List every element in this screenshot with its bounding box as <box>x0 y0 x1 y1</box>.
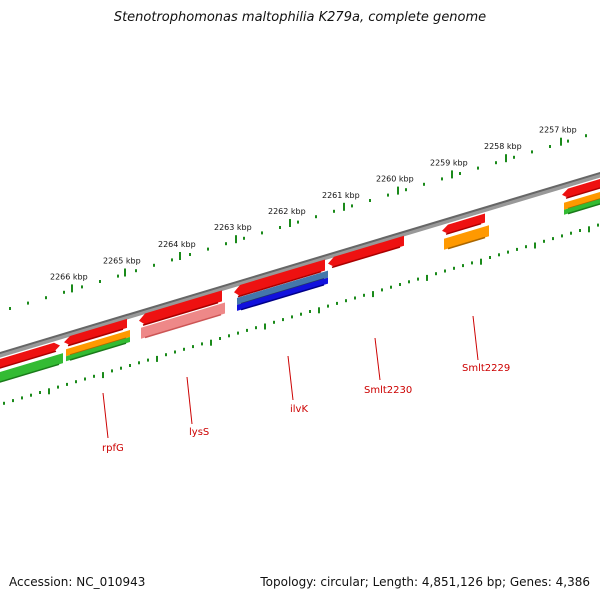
genome-backbone <box>0 171 600 358</box>
scale-label: 2266 kbp <box>50 272 88 281</box>
scale-label: 2262 kbp <box>268 207 306 216</box>
scale-label: 2264 kbp <box>158 240 196 249</box>
scale-label: 2257 kbp <box>539 126 577 135</box>
outer-tick-ring <box>9 134 587 310</box>
accession-text: Accession: NC_010943 <box>9 575 146 589</box>
label-leader <box>186 376 193 425</box>
backbone-edge <box>0 171 600 355</box>
gene-label[interactable]: Smlt2229 <box>462 363 510 374</box>
scale-label: 2265 kbp <box>103 257 141 266</box>
cds-block-shade <box>67 328 124 347</box>
cds-block[interactable] <box>234 259 325 297</box>
scale-labels: 2266 kbp 2265 kbp 2264 kbp 2263 kbp 2262 kbp… <box>50 126 577 282</box>
cds-block[interactable] <box>562 178 600 198</box>
scale-label: 2261 kbp <box>322 191 360 200</box>
cds-block[interactable] <box>328 235 404 267</box>
gene-label[interactable]: lysS <box>189 427 209 438</box>
feature-tracks <box>0 178 600 383</box>
orange-block[interactable] <box>66 330 130 357</box>
label-leader <box>374 337 381 381</box>
label-leader <box>472 315 479 361</box>
scale-label: 2259 kbp <box>430 158 468 167</box>
gene-label[interactable]: Smlt2230 <box>364 385 412 396</box>
gene-label[interactable]: rpfG <box>102 443 124 454</box>
cds-block-shade <box>565 187 600 199</box>
cds-block-shade <box>331 246 401 269</box>
gene-labels: rpfG lysS ilvK Smlt2230 Smlt2229 <box>102 315 510 454</box>
scale-label: 2263 kbp <box>214 223 252 232</box>
gene-block-shade <box>0 363 60 383</box>
blue-block[interactable] <box>237 277 328 311</box>
backbone-line <box>0 172 600 358</box>
genome-summary: Topology: circular; Length: 4,851,126 bp… <box>260 575 590 589</box>
cds-block-shade <box>0 350 57 369</box>
gene-label[interactable]: ilvK <box>290 404 308 415</box>
cds-block[interactable] <box>442 213 485 234</box>
inner-tick-ring <box>3 223 599 405</box>
light-block-shade <box>144 313 222 339</box>
scale-label: 2260 kbp <box>376 175 414 184</box>
gene-block[interactable] <box>0 353 63 383</box>
steel-block[interactable] <box>237 270 328 305</box>
orange-block[interactable] <box>444 225 489 250</box>
gene-block[interactable] <box>66 337 130 362</box>
cds-block-shade <box>237 270 322 298</box>
orange-block[interactable] <box>564 191 600 210</box>
label-leader <box>287 355 294 401</box>
cds-block[interactable] <box>64 318 127 345</box>
gene-block-shade <box>69 342 127 361</box>
gene-block[interactable] <box>564 198 600 215</box>
scale-label: 2258 kbp <box>484 142 522 151</box>
gene-block-shade <box>567 203 600 215</box>
cds-block[interactable] <box>0 342 60 370</box>
light-block[interactable] <box>141 302 225 339</box>
cds-block-shade <box>142 301 219 326</box>
cds-block-shade <box>445 222 482 235</box>
orange-block-shade <box>447 236 486 250</box>
cds-block[interactable] <box>139 290 222 325</box>
label-leader <box>102 392 109 439</box>
map-title: Stenotrophomonas maltophilia K279a, comp… <box>113 10 487 25</box>
blue-block-shade <box>240 284 325 311</box>
